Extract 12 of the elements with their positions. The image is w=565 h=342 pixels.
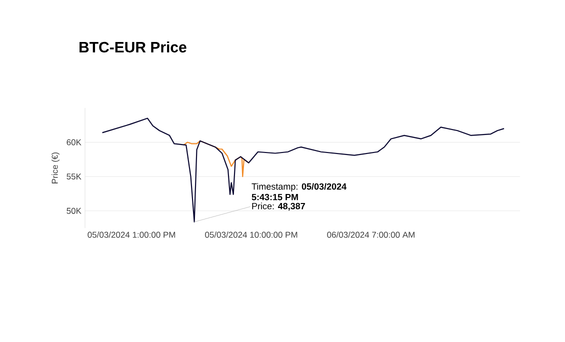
x-tick-label: 05/03/2024 1:00:00 PM <box>88 232 176 238</box>
annotation: Timestamp: 05/03/2024 <box>252 183 346 192</box>
chart-title: BTC-EUR Price <box>80 41 186 52</box>
y-tick-label: 50K <box>66 208 82 214</box>
annotation: 5:43:15 PM <box>252 194 298 200</box>
y-tick-label: 60K <box>66 139 82 146</box>
line-series <box>102 118 505 222</box>
x-tick-label: 06/03/2024 7:00:00 AM <box>327 232 414 238</box>
annotation: Price: 48,387 <box>252 202 305 211</box>
y-axis-title: Price (€) <box>52 152 60 184</box>
y-tick-label: 55K <box>66 174 82 180</box>
x-tick-label: 05/03/2024 10:00:00 PM <box>205 232 298 238</box>
